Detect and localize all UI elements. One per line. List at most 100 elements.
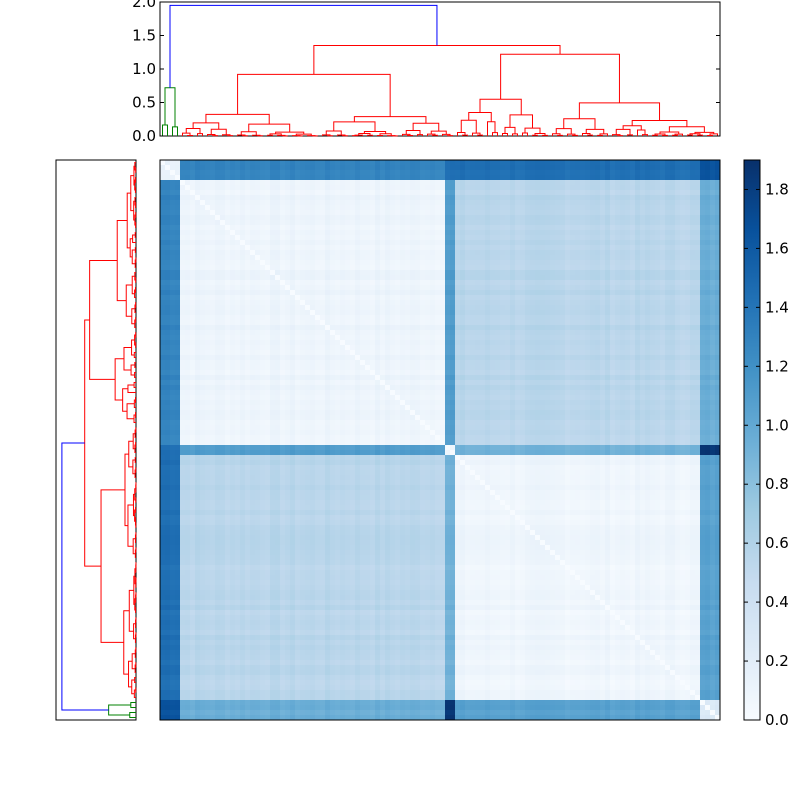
heatmap-cell	[190, 285, 196, 291]
heatmap-cell	[540, 315, 546, 321]
heatmap-cell	[435, 215, 441, 221]
heatmap-cell	[535, 345, 541, 351]
heatmap-cell	[455, 260, 461, 266]
heatmap-cell	[210, 305, 216, 311]
heatmap-cell	[355, 320, 361, 326]
heatmap-cell	[715, 215, 721, 221]
heatmap-cell	[500, 330, 506, 336]
heatmap-cell	[280, 250, 286, 256]
heatmap-cell	[430, 205, 436, 211]
heatmap-cell	[200, 200, 206, 206]
heatmap-cell	[235, 275, 241, 281]
heatmap-cell	[355, 165, 361, 171]
small-cluster-link	[129, 712, 136, 718]
heatmap-cell	[440, 340, 446, 346]
heatmap-cell	[650, 195, 656, 201]
heatmap-cell	[660, 185, 666, 191]
heatmap-cell	[320, 370, 326, 376]
heatmap-cell	[600, 205, 606, 211]
heatmap-cell	[160, 265, 166, 271]
heatmap-cell	[525, 185, 531, 191]
heatmap-cell	[360, 245, 366, 251]
heatmap-cell	[350, 355, 356, 361]
heatmap-cell	[475, 340, 481, 346]
heatmap-cell	[305, 325, 311, 331]
heatmap-cell	[535, 280, 541, 286]
heatmap-cell	[345, 215, 351, 221]
heatmap-cell	[715, 200, 721, 206]
heatmap-cell	[570, 310, 576, 316]
heatmap-cell	[440, 360, 446, 366]
heatmap-cell	[365, 350, 371, 356]
heatmap-cell	[275, 340, 281, 346]
heatmap-cell	[575, 195, 581, 201]
heatmap-cell	[650, 230, 656, 236]
heatmap-cell	[475, 365, 481, 371]
main-cluster-link	[133, 575, 135, 605]
heatmap-cell	[655, 350, 661, 356]
heatmap-cell	[700, 225, 706, 231]
heatmap-cell	[595, 185, 601, 191]
heatmap-cell	[440, 180, 446, 186]
heatmap-cell	[515, 270, 521, 276]
heatmap-cell	[240, 230, 246, 236]
heatmap-cell	[535, 160, 541, 166]
heatmap-cell	[465, 300, 471, 306]
heatmap-cell	[395, 210, 401, 216]
heatmap-cell	[335, 290, 341, 296]
heatmap-cell	[305, 360, 311, 366]
heatmap-cell	[305, 340, 311, 346]
heatmap-cell	[545, 160, 551, 166]
heatmap-cell	[650, 235, 656, 241]
heatmap-cell	[275, 315, 281, 321]
heatmap-cell	[395, 290, 401, 296]
heatmap-cell	[350, 340, 356, 346]
heatmap-cell	[530, 235, 536, 241]
heatmap-cell	[230, 200, 236, 206]
heatmap-cell	[520, 275, 526, 281]
heatmap-cell	[525, 285, 531, 291]
heatmap-cell	[390, 340, 396, 346]
heatmap-cell	[605, 170, 611, 176]
heatmap-cell	[700, 265, 706, 271]
heatmap-cell	[235, 370, 241, 376]
heatmap-cell	[585, 330, 591, 336]
heatmap-cell	[330, 240, 336, 246]
main-cluster-link	[237, 73, 391, 117]
heatmap-cell	[375, 325, 381, 331]
heatmap-cell	[215, 270, 221, 276]
heatmap-cell	[585, 260, 591, 266]
heatmap-cell	[350, 235, 356, 241]
heatmap-cell	[420, 230, 426, 236]
heatmap-cell	[520, 195, 526, 201]
heatmap-cell	[355, 335, 361, 341]
heatmap-cell	[500, 340, 506, 346]
heatmap-cell	[625, 350, 631, 356]
heatmap-cell	[340, 240, 346, 246]
heatmap-cell	[225, 160, 231, 166]
heatmap-cell	[305, 300, 311, 306]
heatmap-cell	[445, 285, 451, 291]
heatmap-cell	[310, 300, 316, 306]
heatmap-cell	[475, 165, 481, 171]
heatmap-cell	[270, 200, 276, 206]
heatmap-cell	[420, 365, 426, 371]
heatmap-cell	[525, 225, 531, 231]
heatmap-cell	[190, 175, 196, 181]
heatmap-cell	[380, 270, 386, 276]
heatmap-cell	[655, 175, 661, 181]
heatmap-cell	[295, 205, 301, 211]
heatmap-cell	[215, 290, 221, 296]
heatmap-cell	[235, 225, 241, 231]
heatmap-cell	[675, 165, 681, 171]
heatmap-cell	[345, 245, 351, 251]
heatmap-cell	[375, 240, 381, 246]
heatmap-cell	[525, 290, 531, 296]
main-cluster-link	[412, 122, 440, 132]
heatmap-cell	[250, 235, 256, 241]
heatmap-cell	[630, 250, 636, 256]
heatmap-cell	[470, 280, 476, 286]
heatmap-cell	[175, 345, 181, 351]
heatmap-cell	[205, 300, 211, 306]
heatmap-cell	[395, 295, 401, 301]
